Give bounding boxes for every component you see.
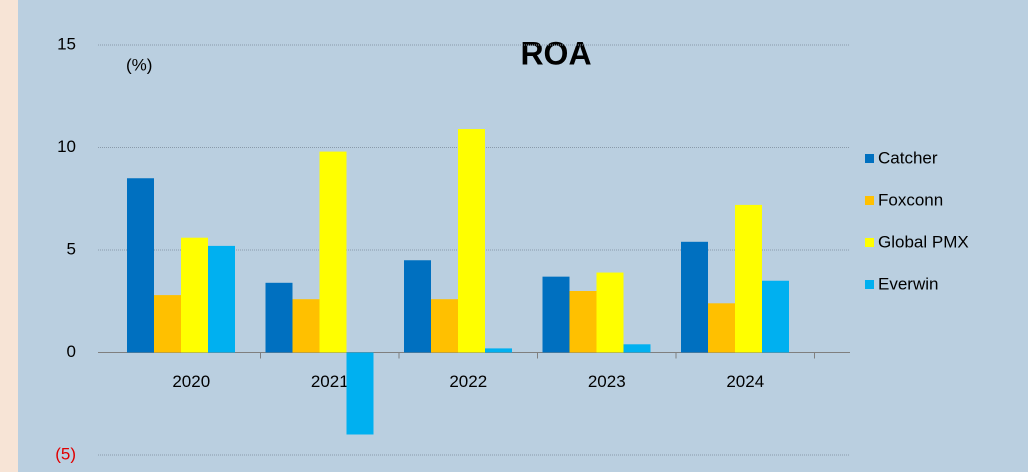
y-tick-label: 0 — [67, 342, 76, 361]
bar — [735, 204, 762, 353]
y-tick-label: (5) — [55, 444, 76, 463]
bar — [154, 295, 181, 353]
y-tick-label: 15 — [57, 34, 76, 53]
legend-label: Catcher — [878, 148, 938, 167]
side-strip — [0, 0, 18, 472]
x-tick-label: 2020 — [172, 372, 210, 391]
bar — [596, 272, 624, 353]
bar — [458, 129, 485, 353]
legend-label: Foxconn — [878, 190, 943, 209]
bar — [208, 245, 235, 353]
bar — [346, 352, 374, 435]
x-tick-label: 2023 — [588, 372, 626, 391]
bar — [181, 237, 208, 353]
bar — [292, 299, 320, 353]
y-tick-label: 10 — [57, 137, 76, 156]
bar — [319, 151, 347, 353]
bar — [485, 348, 512, 353]
bar — [265, 282, 293, 353]
bar — [681, 241, 708, 353]
bar — [762, 280, 789, 353]
legend-swatch — [865, 154, 874, 163]
x-tick-label: 2024 — [726, 372, 764, 391]
bar — [542, 276, 570, 353]
legend-swatch — [865, 196, 874, 205]
bar — [623, 344, 651, 353]
legend-label: Everwin — [878, 274, 938, 293]
x-tick-label: 2022 — [449, 372, 487, 391]
bar — [431, 299, 458, 353]
bar — [569, 291, 597, 353]
legend-swatch — [865, 238, 874, 247]
chart-title: ROA — [520, 35, 591, 71]
legend-swatch — [865, 280, 874, 289]
x-tick-label: 2021 — [311, 372, 349, 391]
y-unit-label: (%) — [126, 55, 152, 74]
bar — [708, 303, 735, 353]
bar — [404, 260, 431, 353]
bar — [127, 178, 154, 353]
y-tick-label: 5 — [67, 239, 76, 258]
legend-label: Global PMX — [878, 232, 969, 251]
